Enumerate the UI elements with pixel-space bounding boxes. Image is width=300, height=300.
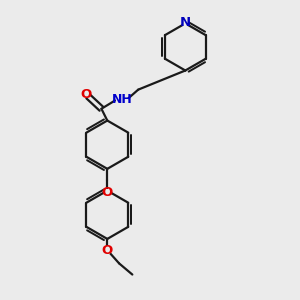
- FancyBboxPatch shape: [118, 96, 127, 103]
- Text: O: O: [102, 244, 113, 256]
- FancyBboxPatch shape: [83, 90, 88, 98]
- FancyBboxPatch shape: [105, 246, 110, 254]
- Text: O: O: [80, 88, 92, 100]
- FancyBboxPatch shape: [105, 189, 110, 196]
- Text: O: O: [102, 186, 113, 199]
- Text: NH: NH: [112, 93, 132, 106]
- FancyBboxPatch shape: [183, 19, 188, 26]
- Text: N: N: [180, 16, 191, 29]
